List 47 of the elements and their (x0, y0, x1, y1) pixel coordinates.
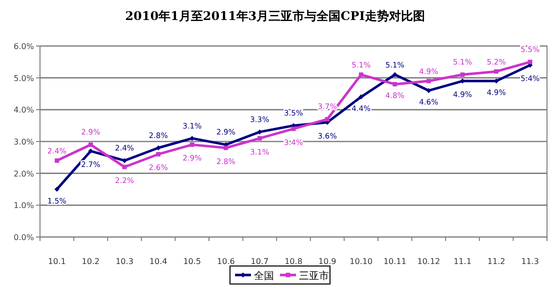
x-tick-label: 10.11 (383, 257, 406, 266)
point (88, 142, 93, 147)
point (392, 82, 398, 86)
point (224, 146, 228, 150)
point (291, 126, 296, 131)
point (258, 136, 262, 141)
point (54, 186, 60, 192)
x-tick-label: 10.12 (417, 257, 440, 266)
point (122, 158, 127, 164)
y-tick-label: 6.0% (14, 42, 34, 51)
y-tick-label: 4.0% (14, 106, 34, 115)
chart-title: 2010年1月至2011年3月三亚市与全国CPI走势对比图 (125, 9, 425, 23)
legend-label: 三亚市 (299, 270, 329, 282)
y-tick-label: 0.0% (14, 233, 34, 242)
point (494, 69, 498, 74)
point (392, 72, 398, 78)
x-tick-label: 10.5 (183, 257, 202, 266)
x-tick-label: 10.10 (350, 257, 373, 266)
legend-label: 全国 (254, 270, 274, 282)
y-tick-label: 2.0% (14, 169, 34, 178)
point (528, 60, 532, 64)
x-tick-label: 10.4 (149, 257, 168, 266)
x-tick-label: 11.1 (454, 257, 472, 266)
x-tick-label: 10.1 (48, 257, 66, 266)
x-tick-label: 10.8 (284, 257, 302, 266)
point (88, 148, 94, 154)
point (426, 78, 431, 84)
x-tick-label: 10.7 (250, 257, 269, 266)
point (358, 94, 364, 100)
point (156, 152, 160, 156)
point (190, 142, 194, 147)
x-tick-label: 11.2 (487, 257, 506, 266)
point (426, 88, 432, 94)
point (54, 158, 60, 163)
y-tick-label: 1.0% (14, 201, 34, 210)
point (325, 117, 330, 122)
x-tick-label: 10.3 (116, 257, 134, 266)
x-tick-label: 10.6 (216, 257, 235, 266)
y-tick-label: 5.0% (14, 74, 34, 83)
point (358, 72, 364, 77)
point (460, 72, 465, 77)
y-tick-label: 3.0% (14, 138, 34, 146)
x-tick-label: 10.9 (318, 257, 336, 266)
x-tick-label: 11.3 (521, 257, 540, 266)
point (257, 129, 262, 134)
point (156, 145, 161, 150)
x-tick-label: 10.2 (82, 257, 100, 266)
